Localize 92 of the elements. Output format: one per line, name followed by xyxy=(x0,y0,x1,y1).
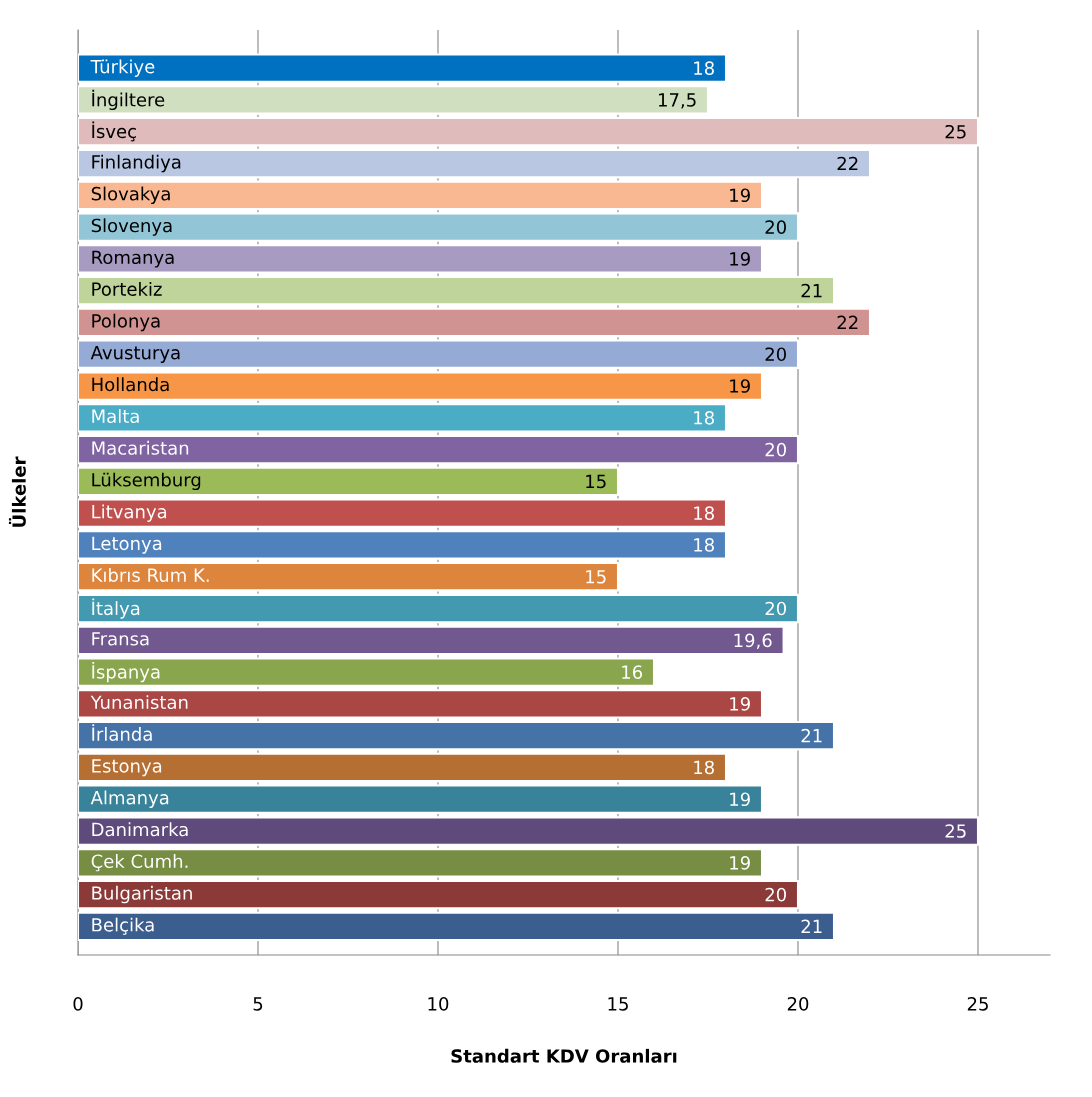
data-label: 20 xyxy=(765,887,786,902)
x-axis-title: Standart KDV Oranları xyxy=(451,1048,677,1063)
data-label: 19 xyxy=(730,697,750,711)
data-label: 25 xyxy=(945,124,966,139)
data-label: 18 xyxy=(694,410,714,425)
y-tick-label: Litvanya xyxy=(92,504,167,522)
data-label: 20 xyxy=(765,220,786,234)
bar xyxy=(78,212,800,242)
y-tick-label: Finlandiya xyxy=(92,154,181,173)
y-tick-label: Yunanistan xyxy=(90,695,188,710)
data-label: 19 xyxy=(730,188,750,203)
y-tick-label: İspanya xyxy=(92,661,160,683)
bar xyxy=(78,339,800,369)
bar xyxy=(78,816,980,846)
y-tick-label: Portekiz xyxy=(92,281,162,296)
bar xyxy=(78,498,728,528)
data-label: 16 xyxy=(622,665,643,679)
y-tick-label: Almanya xyxy=(90,790,169,808)
bar xyxy=(78,720,836,751)
data-label: 19 xyxy=(730,855,750,870)
data-label: 19 xyxy=(730,792,750,807)
y-tick-label: Romanya xyxy=(92,250,174,268)
x-tick-label: 10 xyxy=(428,996,449,1011)
bar xyxy=(78,466,620,497)
y-tick-label: Kıbrıs Rum K. xyxy=(92,568,209,582)
bar xyxy=(78,562,620,592)
bar xyxy=(78,625,785,656)
data-label: 21 xyxy=(801,728,822,743)
y-tick-label: İrlanda xyxy=(92,724,152,741)
data-label: 20 xyxy=(765,347,786,362)
bar xyxy=(78,275,836,306)
data-label: 21 xyxy=(801,283,822,298)
x-tick-label: 20 xyxy=(787,996,809,1011)
bar xyxy=(78,148,872,179)
bar xyxy=(78,657,656,687)
bar xyxy=(78,752,728,783)
y-tick-label: Hollanda xyxy=(92,377,169,392)
data-label: 18 xyxy=(694,760,714,775)
data-label: 18 xyxy=(694,538,714,552)
bar xyxy=(78,244,764,274)
bar xyxy=(78,403,728,433)
data-label: 21 xyxy=(801,919,822,933)
bar xyxy=(78,53,728,83)
x-tick-label: 0 xyxy=(73,996,83,1011)
y-tick-label: İsveç xyxy=(92,121,136,142)
data-label: 20 xyxy=(765,601,786,616)
y-tick-label: Malta xyxy=(92,409,139,424)
data-label: 19 xyxy=(730,379,750,393)
y-tick-label: İtalya xyxy=(92,598,140,619)
x-tick-label: 5 xyxy=(253,997,263,1011)
data-label: 18 xyxy=(694,506,714,520)
y-tick-label: Slovenya xyxy=(91,218,172,236)
data-label: 15 xyxy=(586,570,606,584)
bar xyxy=(78,117,980,147)
y-tick-label: Türkiye xyxy=(90,59,155,77)
bar xyxy=(78,848,764,878)
y-tick-label: Lüksemburg xyxy=(92,472,201,491)
bar xyxy=(78,307,872,338)
bar xyxy=(78,434,800,465)
y-tick-label: Polonya xyxy=(92,313,160,332)
data-label: 22 xyxy=(837,156,858,171)
bar xyxy=(78,689,764,719)
bar xyxy=(78,593,800,624)
data-label: 25 xyxy=(945,824,966,838)
bar xyxy=(78,180,764,210)
x-tick-label: 15 xyxy=(608,997,628,1011)
bar xyxy=(78,879,800,910)
data-label: 22 xyxy=(837,315,858,330)
y-tick-label: Fransa xyxy=(92,632,149,646)
y-tick-label: Letonya xyxy=(92,536,162,554)
data-label: 19,6 xyxy=(734,633,772,649)
bar xyxy=(78,530,728,560)
data-label: 18 xyxy=(694,61,714,75)
y-tick-label: Slovakya xyxy=(91,186,170,205)
y-tick-label: Avusturya xyxy=(90,346,180,363)
data-label: 19 xyxy=(730,252,750,266)
y-tick-label: Çek Cumh. xyxy=(91,854,188,872)
y-tick-label: Danimarka xyxy=(92,822,188,837)
y-tick-label: Bulgaristan xyxy=(92,885,192,904)
y-tick-label: Macaristan xyxy=(92,440,189,455)
y-tick-label: Estonya xyxy=(92,759,162,777)
data-label: 15 xyxy=(586,474,606,489)
x-tick-label: 25 xyxy=(967,996,988,1011)
y-tick-label: İngiltere xyxy=(92,89,165,111)
bar xyxy=(78,85,710,115)
bar xyxy=(78,371,764,401)
bar xyxy=(78,911,836,942)
bar xyxy=(78,784,764,814)
data-label: 17,5 xyxy=(658,93,696,109)
y-axis-title: Ülkeler xyxy=(8,456,26,527)
data-label: 20 xyxy=(765,442,786,457)
y-tick-label: Belçika xyxy=(92,917,154,935)
